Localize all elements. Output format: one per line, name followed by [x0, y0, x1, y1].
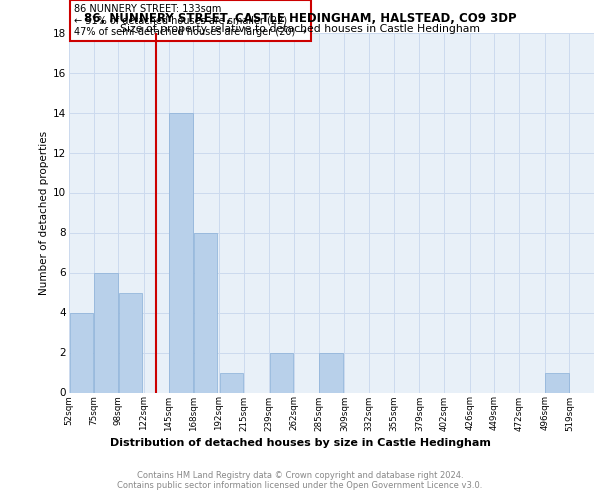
- Text: Distribution of detached houses by size in Castle Hedingham: Distribution of detached houses by size …: [110, 438, 490, 448]
- Bar: [94, 272, 118, 392]
- Bar: [194, 232, 217, 392]
- Bar: [545, 372, 569, 392]
- Text: 86, NUNNERY STREET, CASTLE HEDINGHAM, HALSTEAD, CO9 3DP: 86, NUNNERY STREET, CASTLE HEDINGHAM, HA…: [83, 12, 517, 26]
- Text: Contains HM Land Registry data © Crown copyright and database right 2024.: Contains HM Land Registry data © Crown c…: [137, 471, 463, 480]
- Text: Contains public sector information licensed under the Open Government Licence v3: Contains public sector information licen…: [118, 481, 482, 490]
- Text: Size of property relative to detached houses in Castle Hedingham: Size of property relative to detached ho…: [120, 24, 480, 34]
- Text: 86 NUNNERY STREET: 133sqm
← 51% of detached houses are smaller (22)
47% of semi-: 86 NUNNERY STREET: 133sqm ← 51% of detac…: [74, 4, 307, 37]
- Bar: [119, 292, 142, 392]
- Bar: [319, 352, 343, 393]
- Y-axis label: Number of detached properties: Number of detached properties: [39, 130, 49, 294]
- Bar: [70, 312, 93, 392]
- Bar: [270, 352, 293, 393]
- Bar: [220, 372, 243, 392]
- Bar: [169, 112, 193, 392]
